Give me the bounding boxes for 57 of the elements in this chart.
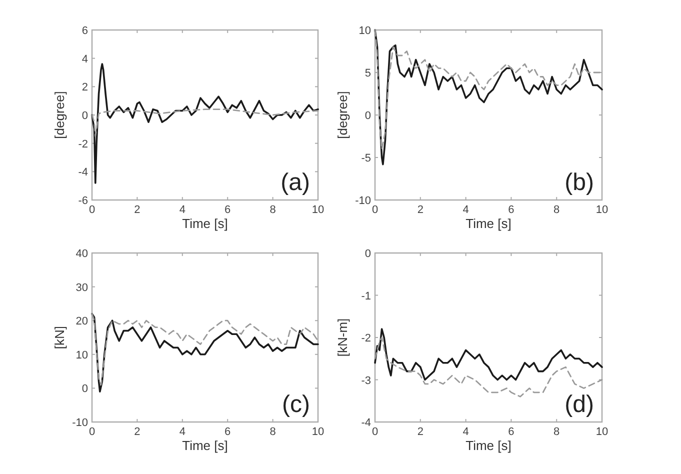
- y-tick-label: 30: [76, 282, 88, 294]
- x-tick-label: 2: [417, 204, 424, 216]
- y-tick-label: 4: [82, 53, 88, 66]
- x-tick-label: 10: [312, 426, 324, 438]
- x-axis-title: Time [s]: [182, 216, 228, 231]
- x-axis-title: Time [s]: [466, 438, 512, 453]
- annotation: (c): [282, 391, 310, 418]
- y-axis-title: [degree]: [52, 91, 67, 139]
- y-tick-label: 6: [82, 25, 88, 37]
- x-tick-label: 2: [134, 426, 140, 438]
- x-tick-label: 8: [554, 426, 560, 438]
- y-tick-label: -10: [355, 195, 371, 207]
- x-tick-label: 8: [270, 204, 276, 216]
- line-series: [374, 328, 603, 381]
- y-tick-label: -4: [78, 166, 88, 179]
- x-tick-label: 6: [224, 426, 231, 438]
- x-tick-label: 4: [462, 426, 469, 438]
- y-tick-label: 0: [364, 110, 371, 122]
- y-tick-label: 40: [76, 248, 88, 260]
- annotation: (a): [280, 169, 310, 196]
- y-tick-label: -10: [72, 417, 88, 429]
- y-axis-title: [kN]: [52, 326, 67, 350]
- annotation: (d): [564, 391, 594, 418]
- y-axis-title: [degree]: [335, 91, 350, 139]
- y-tick-label: -4: [361, 417, 371, 429]
- y-tick-label: -1: [361, 290, 371, 302]
- x-tick-label: 6: [508, 204, 514, 216]
- y-tick-label: 10: [76, 349, 88, 362]
- x-tick-label: 10: [596, 426, 608, 438]
- y-tick-label: 10: [358, 25, 371, 37]
- y-tick-label: -2: [361, 332, 371, 344]
- y-tick-label: 2: [82, 82, 88, 94]
- y-tick-label: -2: [78, 138, 88, 150]
- y-tick-label: 0: [82, 383, 88, 396]
- x-axis-title: Time [s]: [182, 438, 228, 453]
- x-tick-label: 2: [134, 204, 140, 216]
- x-tick-label: 4: [179, 426, 186, 438]
- x-tick-label: 6: [224, 204, 231, 216]
- x-tick-label: 10: [312, 204, 324, 216]
- line-series: [91, 108, 319, 137]
- x-tick-label: 10: [596, 204, 608, 216]
- x-tick-label: 8: [554, 204, 560, 216]
- y-tick-label: 0: [364, 248, 371, 260]
- x-tick-label: 2: [417, 426, 424, 438]
- y-tick-label: -3: [361, 374, 371, 387]
- y-tick-label: -5: [361, 152, 371, 164]
- x-axis-title: Time [s]: [466, 216, 512, 231]
- y-tick-label: 5: [364, 68, 371, 80]
- x-tick-label: 4: [179, 204, 186, 216]
- y-tick-label: 0: [82, 110, 88, 122]
- x-tick-label: 4: [462, 204, 469, 216]
- y-tick-label: 20: [76, 316, 88, 328]
- y-tick-label: -6: [78, 195, 88, 207]
- x-tick-label: 8: [270, 426, 276, 438]
- y-axis-title: [kN-m]: [335, 318, 350, 357]
- annotation: (b): [564, 169, 594, 196]
- x-tick-label: 6: [508, 426, 514, 438]
